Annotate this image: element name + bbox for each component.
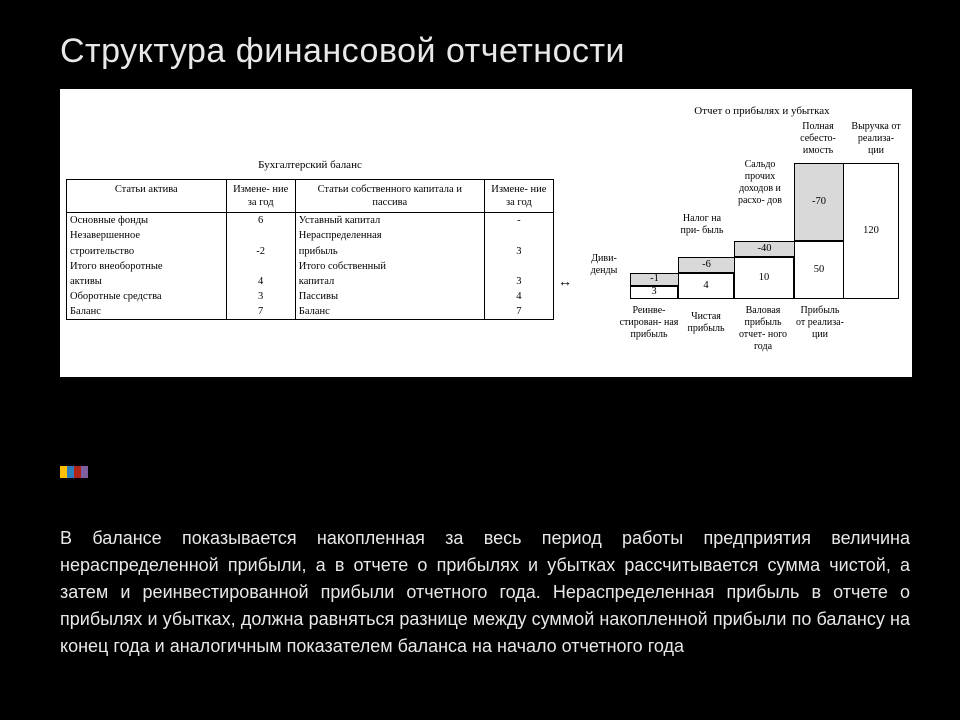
balance-cell: Уставный капитал [295,213,484,229]
accent-stripes [60,466,92,478]
balance-cell: 4 [226,274,295,289]
balance-cell: капитал [295,274,484,289]
balance-cell [484,228,553,243]
pl-cell-reinv: 3 [630,286,678,299]
figure-panel: Бухгалтерский баланс Статьи актива Измен… [60,89,912,377]
balance-col-3: Измене- ние за год [484,180,553,213]
pl-label-revenue: Выручка от реализа- ции [850,121,902,157]
balance-cell: Незавершенное [67,228,227,243]
balance-cell: Баланс [67,304,227,320]
pl-blabel-sales: Прибыль от реализа- ции [796,305,844,341]
pl-cell-revenue: 120 [843,163,899,299]
balance-body: Основные фонды6Уставный капитал- Незаверш… [67,213,554,320]
pl-blabel-net: Чистая прибыль [680,311,732,335]
balance-cell: 3 [484,274,553,289]
pl-caption: Отчет о прибылях и убытках [582,97,902,123]
slide-title: Структура финансовой отчетности [20,20,940,89]
pl-cell-gross: 10 [734,257,794,299]
pl-blabel-gross: Валовая прибыль отчет- ного года [732,305,794,353]
balance-cell [226,228,295,243]
slide: Структура финансовой отчетности Бухгалте… [20,20,940,700]
balance-cell: активы [67,274,227,289]
balance-cell: Основные фонды [67,213,227,229]
balance-cell: 3 [484,244,553,259]
pl-cell-salesprofit: 50 [794,241,844,299]
balance-cell: 4 [484,289,553,304]
pl-cell-net: 4 [678,273,734,299]
pl-cell-reinvneg: -1 [630,273,678,286]
balance-cell: Нераспределенная [295,228,484,243]
balance-cell: прибыль [295,244,484,259]
balance-cell: строительство [67,244,227,259]
pl-block: Отчет о прибылях и убытках Полная себест… [582,97,902,361]
balance-cell: 3 [226,289,295,304]
pl-cell-div: -6 [678,257,734,273]
pl-label-div: Диви- денды [582,253,626,277]
pl-cell-cost: -70 [794,163,844,241]
balance-caption: Бухгалтерский баланс [66,97,554,179]
pl-label-other: Сальдо прочих доходов и расхо- дов [734,159,786,207]
pl-blabel-reinv: Реинве- стирован- ная прибыль [618,305,680,341]
pl-cell-tax: -40 [734,241,794,257]
balance-cell: 7 [484,304,553,320]
pl-label-tax: Налог на при- быль [678,213,726,237]
balance-cell: - [484,213,553,229]
balance-col-2: Статьи собственного капитала и пассива [295,180,484,213]
balance-col-0: Статьи актива [67,180,227,213]
balance-cell: 7 [226,304,295,320]
balance-cell: -2 [226,244,295,259]
balance-table: Статьи актива Измене- ние за год Статьи … [66,179,554,320]
body-paragraph: В балансе показывается накопленная за ве… [60,525,910,660]
balance-cell: Оборотные средства [67,289,227,304]
balance-col-1: Измене- ние за год [226,180,295,213]
balance-cell: Пассивы [295,289,484,304]
balance-cell [484,259,553,274]
balance-block: Бухгалтерский баланс Статьи актива Измен… [66,97,554,320]
balance-cell: Итого собственный [295,259,484,274]
link-arrow-icon: ↔ [558,275,572,291]
pl-stair: Полная себесто- имость Выручка от реализ… [582,123,902,361]
balance-cell [226,259,295,274]
balance-cell: Баланс [295,304,484,320]
pl-label-cost: Полная себесто- имость [794,121,842,157]
balance-cell: Итого внеоборотные [67,259,227,274]
balance-cell: 6 [226,213,295,229]
